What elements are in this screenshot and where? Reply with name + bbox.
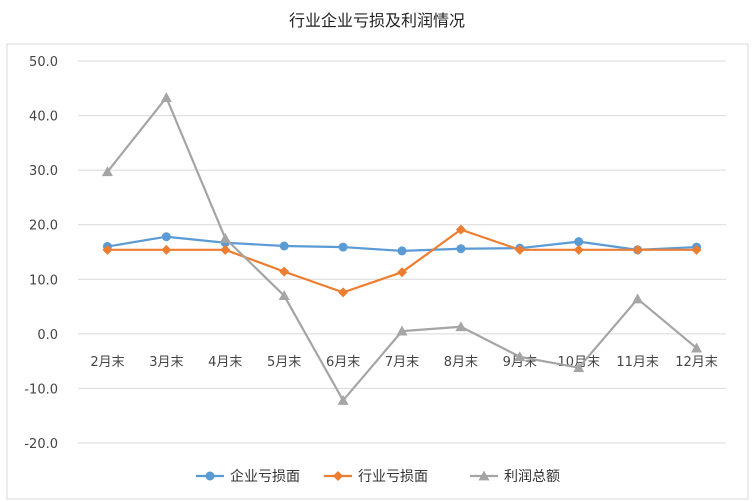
y-tick-label: 30.0 <box>29 164 58 179</box>
x-tick-label: 6月末 <box>326 355 360 370</box>
legend-marker <box>333 471 343 481</box>
x-axis-ticks: 2月末3月末4月末5月末6月末7月末8月末9月末10月末11月末12月末 <box>90 355 718 370</box>
legend-item: 行业亏损面 <box>324 469 428 485</box>
legend-label: 企业亏损面 <box>230 468 300 485</box>
data-point <box>161 232 171 242</box>
data-point <box>632 293 644 304</box>
y-tick-label: 10.0 <box>29 273 58 288</box>
x-tick-label: 8月末 <box>444 355 478 370</box>
data-point <box>220 244 231 255</box>
y-tick-label: 0.0 <box>37 328 58 343</box>
data-point <box>455 321 467 332</box>
y-tick-label: 20.0 <box>29 219 58 234</box>
x-tick-label: 2月末 <box>90 355 124 370</box>
x-tick-label: 4月末 <box>208 355 242 370</box>
legend-item: 企业亏损面 <box>196 468 300 485</box>
data-point <box>396 325 408 336</box>
chart-title: 行业企业亏损及利润情况 <box>289 11 465 30</box>
legend-marker <box>205 471 215 481</box>
x-tick-label: 7月末 <box>385 355 419 370</box>
data-point <box>514 351 526 362</box>
data-point <box>279 241 289 251</box>
y-tick-label: -10.0 <box>24 382 58 397</box>
data-point <box>338 287 349 298</box>
x-tick-label: 12月末 <box>675 355 718 370</box>
y-axis-ticks: 50.0 40.0 30.0 20.0 10.0 0.0 -10.0 -20.0 <box>24 55 58 452</box>
data-point <box>161 244 172 255</box>
data-point <box>397 267 407 278</box>
chart-border <box>6 43 749 500</box>
y-tick-label: -20.0 <box>24 437 58 452</box>
data-point <box>279 266 290 277</box>
series-3 <box>101 92 703 405</box>
data-point <box>102 244 113 255</box>
data-point <box>219 232 231 243</box>
data-point <box>514 244 525 255</box>
data-point <box>397 246 407 256</box>
legend: 企业亏损面 行业亏损面 利润总额 <box>196 468 560 485</box>
data-point <box>337 394 349 405</box>
data-point <box>278 290 290 301</box>
series-group <box>101 92 703 405</box>
data-point <box>574 237 584 247</box>
legend-item: 利润总额 <box>470 469 560 485</box>
y-tick-label: 50.0 <box>29 55 58 70</box>
data-point <box>455 224 466 235</box>
data-point <box>691 342 703 353</box>
x-tick-label: 3月末 <box>149 355 183 370</box>
x-tick-label: 11月末 <box>616 355 659 370</box>
legend-marker <box>478 470 490 481</box>
x-tick-label: 5月末 <box>267 355 301 370</box>
data-point <box>101 166 113 177</box>
data-point <box>573 244 584 255</box>
data-point <box>456 244 466 254</box>
series-2 <box>102 224 702 298</box>
legend-label: 利润总额 <box>504 469 560 485</box>
data-point <box>573 362 585 373</box>
legend-label: 行业亏损面 <box>358 469 428 485</box>
data-point <box>632 244 643 255</box>
y-tick-label: 40.0 <box>29 110 58 125</box>
data-point <box>691 244 702 255</box>
data-point <box>160 92 172 102</box>
data-point <box>338 242 348 252</box>
